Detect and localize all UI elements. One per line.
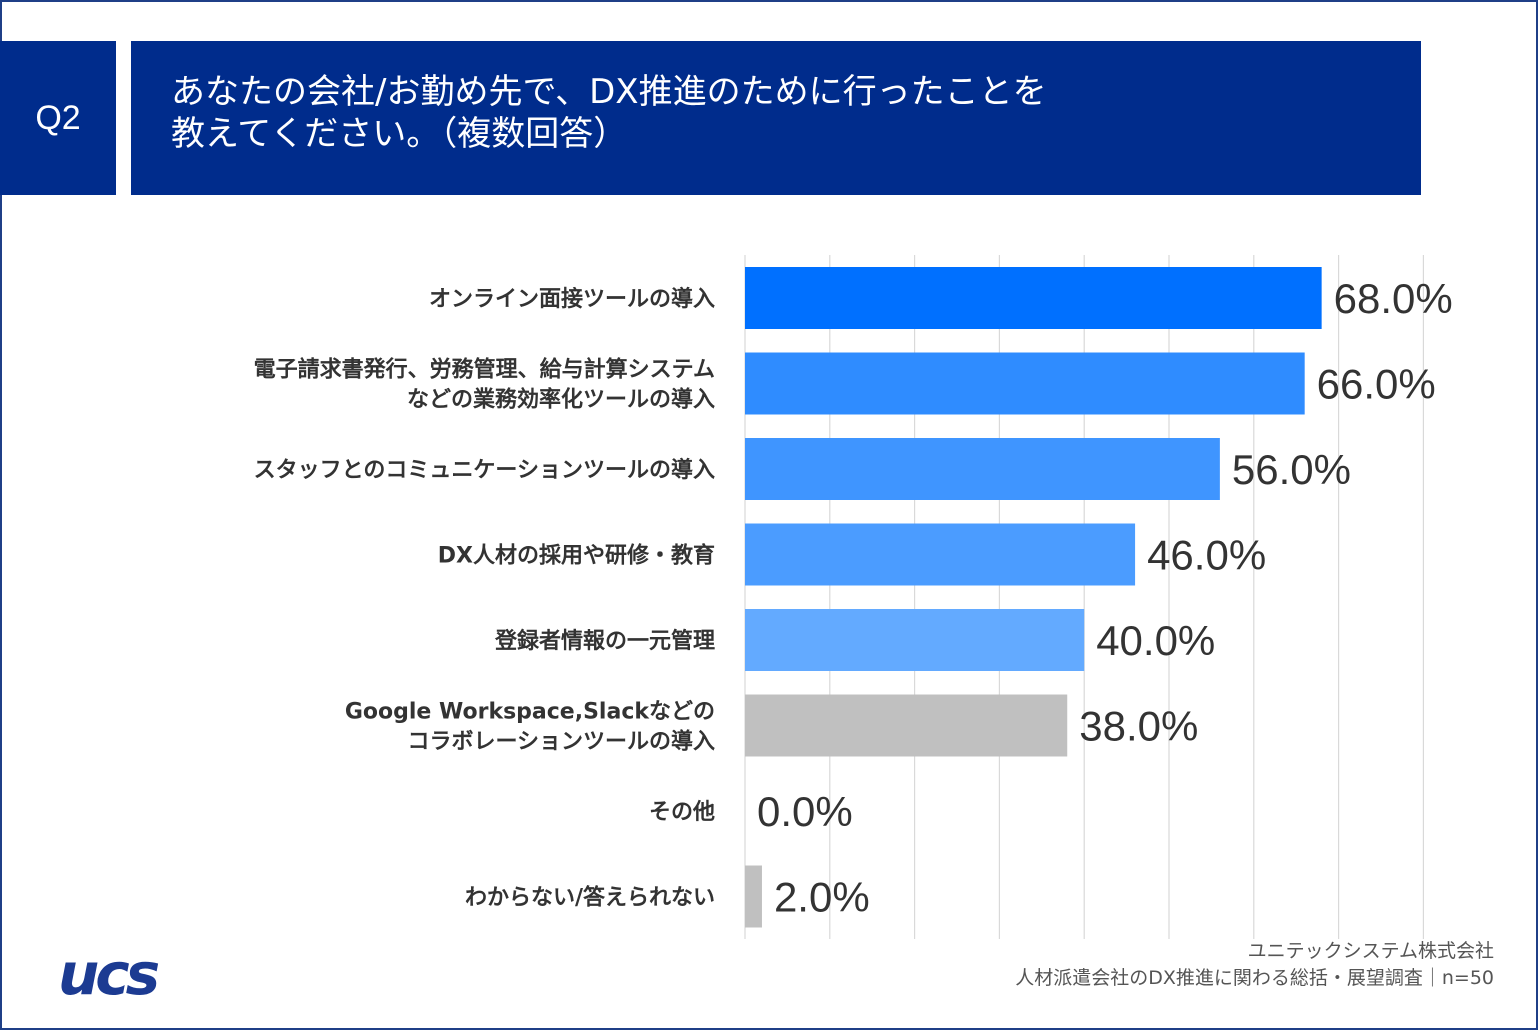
- value-label: 68.0%: [1334, 275, 1453, 322]
- category-label: オンライン面接ツールの導入: [429, 286, 715, 312]
- value-label: 38.0%: [1079, 703, 1198, 750]
- bar: [745, 523, 1136, 586]
- ucs-logo: ucs: [58, 940, 160, 1008]
- question-title: あなたの会社/お勤め先で、DX推進のために行ったことを 教えてください。（複数回…: [131, 41, 1421, 195]
- question-badge: Q2: [0, 41, 116, 195]
- survey-info: 人材派遣会社のDX推進に関わる総括・展望調査｜n=50: [1015, 967, 1494, 989]
- title-line-1: あなたの会社/お勤め先で、DX推進のために行ったことを: [171, 72, 1047, 112]
- category-label: その他: [649, 800, 715, 825]
- value-label: 66.0%: [1317, 361, 1436, 408]
- title-line-2: 教えてください。（複数回答）: [171, 114, 628, 154]
- source-credit: ユニテックシステム株式会社 人材派遣会社のDX推進に関わる総括・展望調査｜n=5…: [1015, 938, 1494, 992]
- company-name: ユニテックシステム株式会社: [1247, 940, 1494, 962]
- category-label: スタッフとのコミュニケーションツールの導入: [254, 457, 715, 483]
- bar: [745, 609, 1085, 671]
- bar: [745, 267, 1322, 329]
- category-label: などの業務効率化ツールの導入: [407, 387, 715, 413]
- category-label: 登録者情報の一元管理: [494, 628, 715, 654]
- value-label: 46.0%: [1147, 532, 1266, 579]
- value-label: 40.0%: [1096, 617, 1215, 664]
- value-label: 2.0%: [774, 874, 870, 921]
- category-label: コラボレーションツールの導入: [407, 729, 715, 755]
- category-label: わからない/答えられない: [465, 885, 715, 911]
- category-label: DX人材の採用や研修・教育: [438, 543, 715, 569]
- value-label: 56.0%: [1232, 446, 1351, 493]
- bar: [745, 438, 1220, 500]
- value-label: 0.0%: [757, 788, 853, 835]
- bar: [745, 694, 1068, 757]
- category-label: Google Workspace,Slackなどの: [345, 700, 715, 725]
- bar: [745, 865, 762, 928]
- bar: [745, 352, 1305, 415]
- category-label: 電子請求書発行、労務管理、給与計算システム: [254, 357, 715, 383]
